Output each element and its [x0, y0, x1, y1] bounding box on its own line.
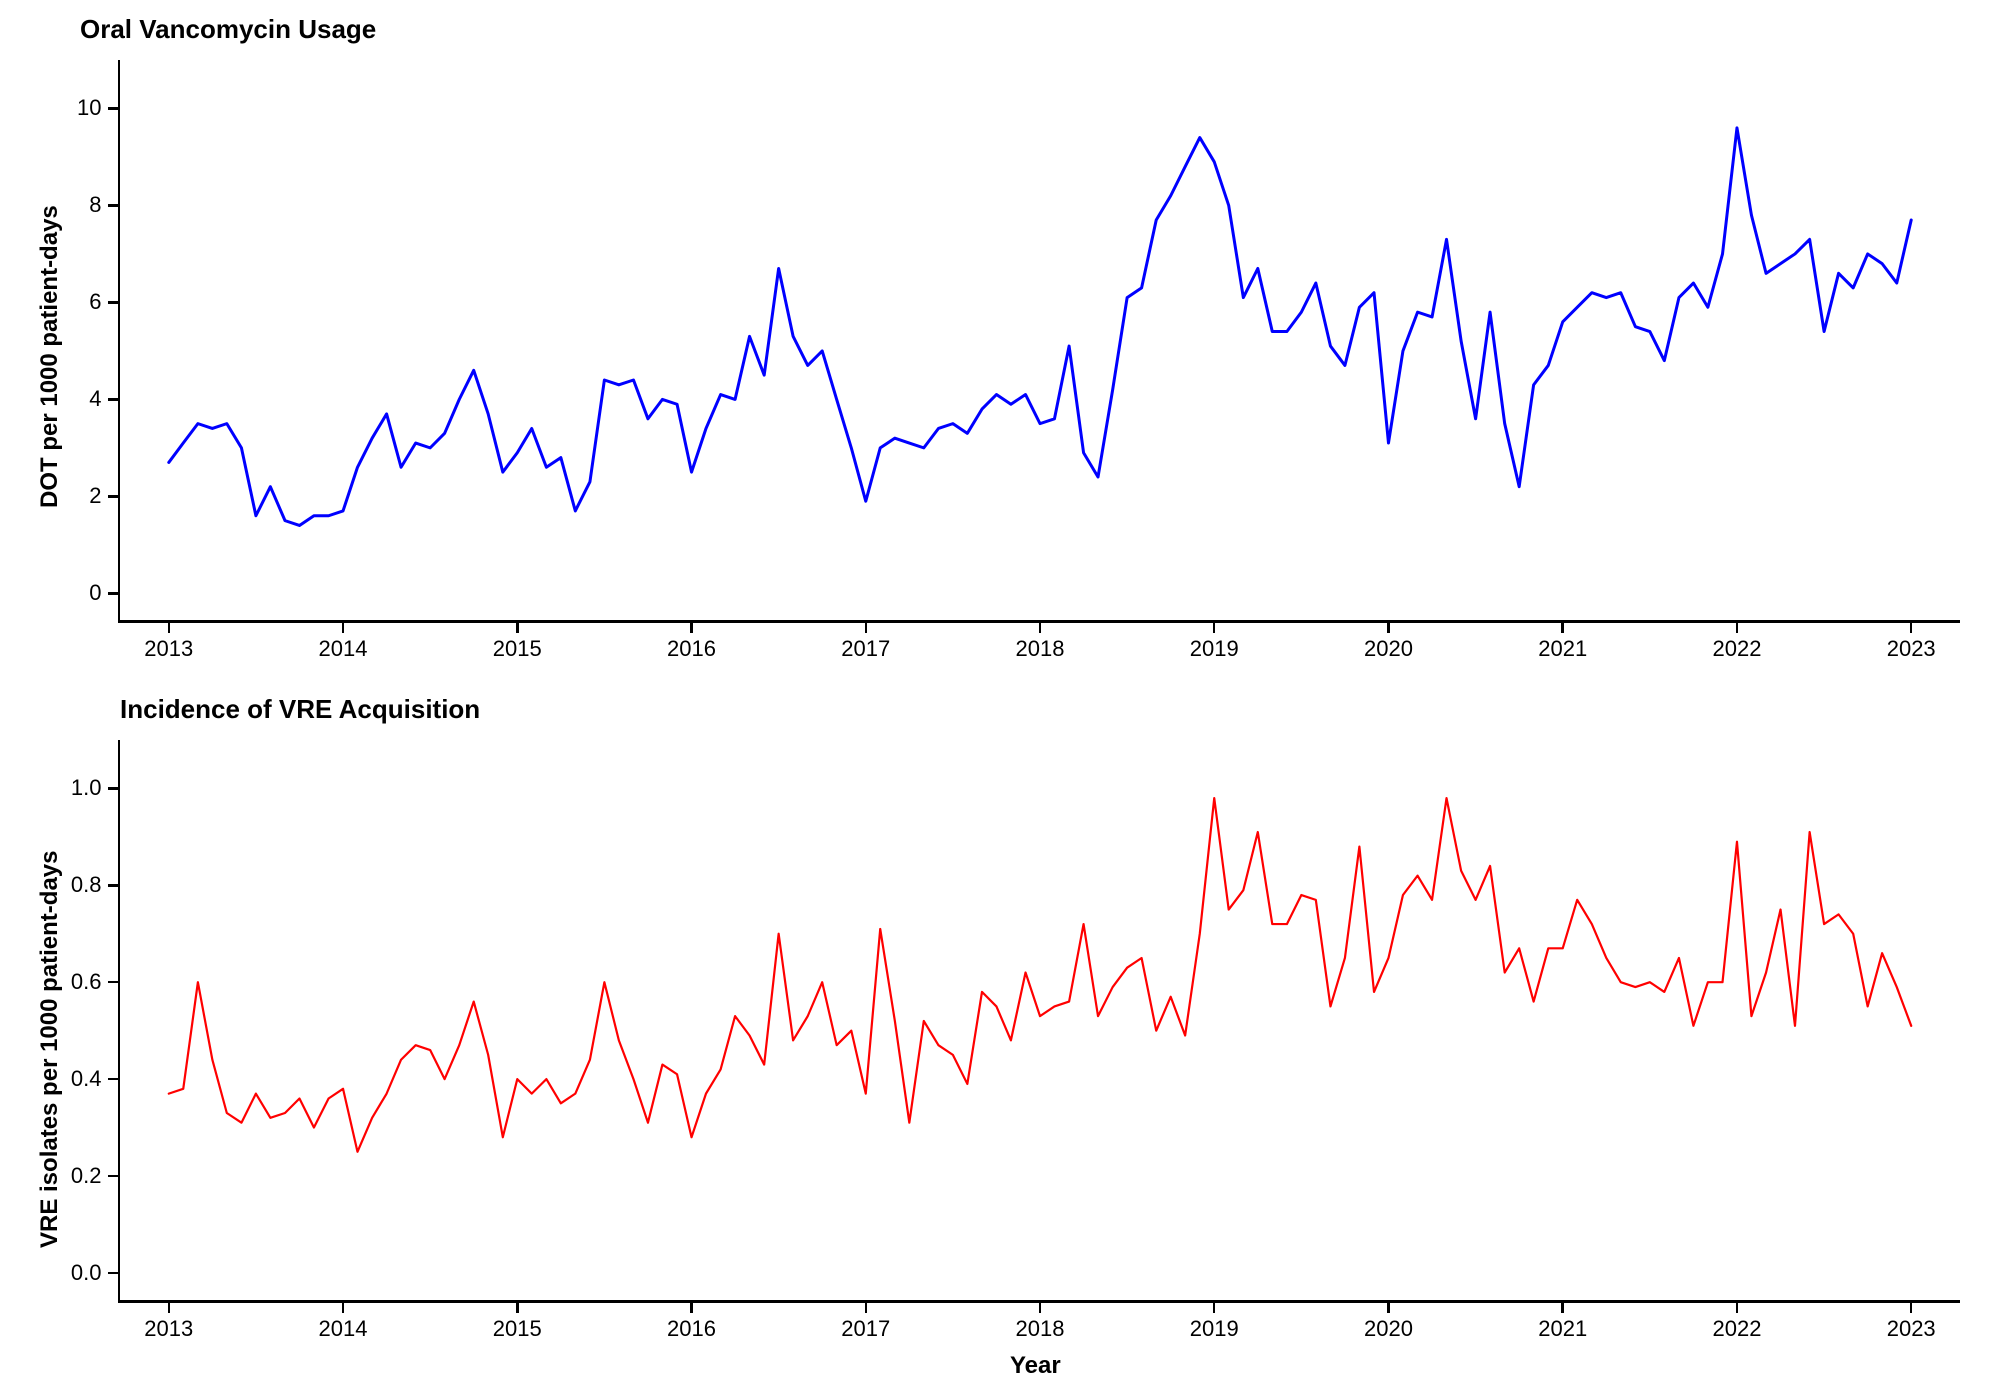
- chart1-x-tick: [1039, 623, 1042, 633]
- chart2-x-tick: [342, 1303, 345, 1313]
- chart1-y-tick-label: 10: [77, 95, 101, 121]
- chart1-line-svg: [120, 60, 1960, 620]
- chart2-x-tick-label: 2016: [652, 1316, 732, 1342]
- chart2-y-tick-label: 0.2: [71, 1163, 102, 1189]
- chart1-y-tick: [108, 592, 118, 595]
- chart1-x-tick-label: 2016: [652, 636, 732, 662]
- chart2-y-tick: [108, 1078, 118, 1081]
- chart1-x-tick: [1213, 623, 1216, 633]
- chart2-x-tick: [1910, 1303, 1913, 1313]
- chart1-x-tick: [342, 623, 345, 633]
- chart2-y-tick: [108, 1272, 118, 1275]
- chart1-y-axis-line: [118, 60, 121, 623]
- chart2-x-tick: [516, 1303, 519, 1313]
- chart2-y-axis-line: [118, 740, 121, 1303]
- chart1-y-tick: [108, 398, 118, 401]
- chart1-x-tick: [865, 623, 868, 633]
- chart2-y-axis-label: VRE isolates per 1000 patient-days: [36, 851, 64, 1249]
- chart1-plot-area: [120, 60, 1960, 620]
- chart2-x-tick-label: 2021: [1523, 1316, 1603, 1342]
- chart1-x-tick-label: 2023: [1871, 636, 1951, 662]
- chart2-data-line: [169, 798, 1911, 1152]
- chart1-x-tick-label: 2013: [129, 636, 209, 662]
- chart2-x-tick: [168, 1303, 171, 1313]
- chart2-x-tick: [1039, 1303, 1042, 1313]
- chart2-y-tick: [108, 787, 118, 790]
- chart2-x-tick-label: 2018: [1000, 1316, 1080, 1342]
- chart1-x-tick: [690, 623, 693, 633]
- chart2-x-tick-label: 2020: [1348, 1316, 1428, 1342]
- chart2-x-tick: [1387, 1303, 1390, 1313]
- chart2-x-tick-label: 2015: [477, 1316, 557, 1342]
- chart1-x-tick: [1387, 623, 1390, 633]
- chart2-x-tick-label: 2014: [303, 1316, 383, 1342]
- chart2-y-tick-label: 0.6: [71, 969, 102, 995]
- chart1-x-tick-label: 2021: [1523, 636, 1603, 662]
- chart-page: Oral Vancomycin Usage DOT per 1000 patie…: [0, 0, 2008, 1398]
- chart1-x-tick-label: 2018: [1000, 636, 1080, 662]
- chart1-y-tick: [108, 301, 118, 304]
- chart1-x-tick-label: 2015: [477, 636, 557, 662]
- chart1-y-tick-label: 4: [89, 386, 101, 412]
- chart2-y-tick-label: 0.0: [71, 1260, 102, 1286]
- chart2-y-tick-label: 1.0: [71, 775, 102, 801]
- chart2-y-tick: [108, 884, 118, 887]
- chart2-y-tick: [108, 1175, 118, 1178]
- chart2-x-tick: [1561, 1303, 1564, 1313]
- chart1-y-tick: [108, 107, 118, 110]
- chart1-y-tick: [108, 204, 118, 207]
- chart2-y-tick-label: 0.8: [71, 872, 102, 898]
- chart1-y-tick-label: 6: [89, 289, 101, 315]
- chart2-title: Incidence of VRE Acquisition: [120, 694, 480, 725]
- chart1-y-tick-label: 2: [89, 483, 101, 509]
- chart2-x-tick-label: 2019: [1174, 1316, 1254, 1342]
- chart2-x-tick-label: 2023: [1871, 1316, 1951, 1342]
- chart1-y-tick: [108, 495, 118, 498]
- chart1-x-tick-label: 2020: [1348, 636, 1428, 662]
- chart1-x-tick: [516, 623, 519, 633]
- chart1-x-tick: [1910, 623, 1913, 633]
- chart1-x-tick-label: 2019: [1174, 636, 1254, 662]
- chart1-x-tick-label: 2014: [303, 636, 383, 662]
- x-axis-label: Year: [1010, 1352, 1061, 1380]
- chart1-y-tick-label: 8: [89, 192, 101, 218]
- chart1-x-tick: [168, 623, 171, 633]
- chart1-x-tick: [1561, 623, 1564, 633]
- chart2-line-svg: [120, 740, 1960, 1300]
- chart1-y-axis-label: DOT per 1000 patient-days: [36, 205, 64, 508]
- chart2-x-tick: [690, 1303, 693, 1313]
- chart2-x-tick: [1213, 1303, 1216, 1313]
- chart1-x-tick-label: 2017: [826, 636, 906, 662]
- chart1-data-line: [169, 128, 1911, 526]
- chart2-x-tick-label: 2022: [1697, 1316, 1777, 1342]
- chart2-y-tick: [108, 981, 118, 984]
- chart1-y-tick-label: 0: [89, 580, 101, 606]
- chart2-x-tick: [1736, 1303, 1739, 1313]
- chart1-x-tick-label: 2022: [1697, 636, 1777, 662]
- chart2-x-tick-label: 2013: [129, 1316, 209, 1342]
- chart1-title: Oral Vancomycin Usage: [80, 14, 376, 45]
- chart2-plot-area: [120, 740, 1960, 1300]
- chart2-x-tick: [865, 1303, 868, 1313]
- chart1-x-tick: [1736, 623, 1739, 633]
- chart2-y-tick-label: 0.4: [71, 1066, 102, 1092]
- chart2-x-tick-label: 2017: [826, 1316, 906, 1342]
